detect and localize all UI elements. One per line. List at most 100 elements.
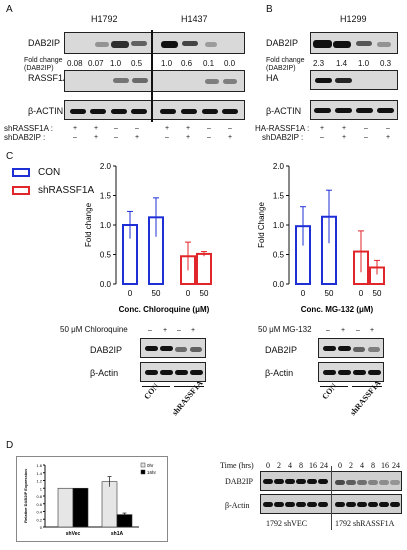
treat-mark: – (386, 125, 390, 132)
y-tick-label: 0.5 (100, 251, 112, 260)
x-tick-label: 50 (373, 289, 382, 298)
fold-value: 1.0 (161, 59, 173, 68)
fold-value: 1.0 (110, 59, 122, 68)
x-axis-label: Conc. MG-132 (μM) (301, 305, 374, 314)
group-underline-shrassf1a (352, 386, 382, 387)
x-axis-label: Conc. Chloroquine (μM) (119, 305, 210, 314)
x-tick-label: 50 (325, 289, 334, 298)
time-tick-label: 0 (338, 461, 342, 470)
time-ticks: 0 2 4 8 16 24 0 2 4 8 16 24 (262, 462, 402, 472)
y-tick-label: 0.0 (273, 280, 285, 289)
time-tick-label: 2 (277, 461, 281, 470)
legend-swatch-con (12, 168, 30, 177)
row-label-dab2ip: DAB2IP (90, 345, 123, 355)
panel-c-label: C (6, 151, 14, 162)
fold-value: 0.5 (131, 59, 143, 68)
treat-mark: + (190, 327, 196, 334)
row-label-dab2ip: DAB2IP (28, 38, 61, 48)
y-tick-label: 0.6 (36, 502, 42, 507)
y-axis-label: Fold Change (257, 202, 266, 248)
time-tick-label: 16 (309, 461, 317, 470)
time-tick-label: 24 (320, 461, 328, 470)
fold-value: 0.07 (88, 59, 104, 68)
group-divider (331, 466, 332, 530)
blot-b-b-actin (310, 100, 398, 120)
row-label-b-actin: β-Actin (90, 368, 119, 378)
treat-mark: + (369, 327, 375, 334)
time-label: Time (hrs) (220, 461, 254, 470)
bar (101, 481, 118, 528)
y-tick-label: 1.5 (100, 192, 112, 201)
treat-mark: – (320, 134, 324, 141)
x-tick-label: 50 (200, 289, 209, 298)
time-tick-label: 2 (349, 461, 353, 470)
y-tick-label: 0.4 (36, 510, 42, 515)
treat-mark: + (93, 125, 99, 132)
treat-label-ha-rassf1a: HA-RASSF1A : (255, 124, 310, 133)
treat-mark: – (364, 134, 368, 141)
fold-value: 1.4 (336, 59, 348, 68)
x-tick-label: 0 (128, 289, 133, 298)
y-tick-label: 0.5 (273, 251, 285, 260)
y-tick-label: 1.2 (36, 479, 42, 484)
chart-d-frame (16, 456, 168, 542)
treat-mark: + (185, 125, 191, 132)
legend-swatch (140, 462, 146, 468)
treat-mark: + (341, 134, 347, 141)
treat-mark: – (135, 125, 139, 132)
y-tick-label: 1.0 (273, 221, 285, 230)
treat-mark: – (326, 327, 330, 334)
group-label-shvec: 1792 shVEC (266, 519, 308, 528)
treat-mark: – (177, 327, 181, 334)
fold-value: 0.3 (380, 59, 392, 68)
group-label-shrassf1a: shRASSF1A (348, 378, 383, 418)
treat-mark: + (319, 125, 325, 132)
treat-label-shdab2ip: shDAB2IP : (4, 133, 46, 142)
chart-c-chloroquine: 0.0 0.5 1.0 1.5 2.0 Fold change 0 50 0 50 Conc. Ch… (84, 162, 212, 314)
fold-value: 1.0 (358, 59, 370, 68)
treat-mark: – (364, 125, 368, 132)
row-label-b-actin: β-Actin (225, 501, 250, 510)
fold-change-label: Fold change (266, 57, 305, 64)
time-tick-label: 16 (381, 461, 389, 470)
panel-a-label: A (6, 4, 13, 15)
treat-mark: – (148, 327, 152, 334)
cell-line-h1299: H1299 (340, 14, 367, 24)
y-axis-label: Fold change (84, 202, 93, 247)
y-tick-label: 0.2 (36, 517, 42, 522)
y-tick-label: 1 (40, 486, 43, 491)
treat-mark: – (165, 134, 169, 141)
blot-a-b-actin (64, 100, 245, 120)
blot-b-ha (310, 70, 398, 90)
fold-value: 0.08 (67, 59, 83, 68)
row-label-dab2ip: DAB2IP (266, 38, 299, 48)
row-label-b-actin: β-ACTIN (266, 106, 302, 116)
group-label-shrassf1a: shRASSF1A (170, 378, 205, 418)
treat-mark: – (73, 134, 77, 141)
fold-value: 2.3 (313, 59, 325, 68)
time-tick-label: 8 (371, 461, 375, 470)
treat-label-chloroquine: 50 μM Chloroquine (60, 325, 128, 334)
legend-label-shrassf1a: shRASSF1A (38, 185, 95, 196)
blot-b-dab2ip (310, 32, 398, 54)
treat-mark: + (340, 327, 346, 334)
treat-mark: + (162, 327, 168, 334)
panel-d-label: D (6, 440, 14, 451)
treat-mark: + (134, 134, 140, 141)
blot-c-right-b-actin (318, 362, 384, 382)
row-label-b-actin: β-ACTIN (28, 106, 64, 116)
treat-mark: + (385, 134, 391, 141)
treat-label-shdab2ip: shDAB2IP : (262, 133, 304, 142)
treat-mark: – (356, 327, 360, 334)
treat-mark: + (164, 125, 170, 132)
x-tick-label: 0 (301, 289, 306, 298)
treat-mark: + (72, 125, 78, 132)
blot-c-left-b-actin (140, 362, 206, 382)
treat-mark: + (341, 125, 347, 132)
fold-value: 0.1 (203, 59, 215, 68)
blot-a-dab2ip (64, 32, 245, 54)
fold-change-label: Fold change (24, 57, 63, 64)
cell-line-h1437: H1437 (181, 14, 208, 24)
treat-mark: + (185, 134, 191, 141)
y-tick-label: 0 (40, 525, 43, 530)
